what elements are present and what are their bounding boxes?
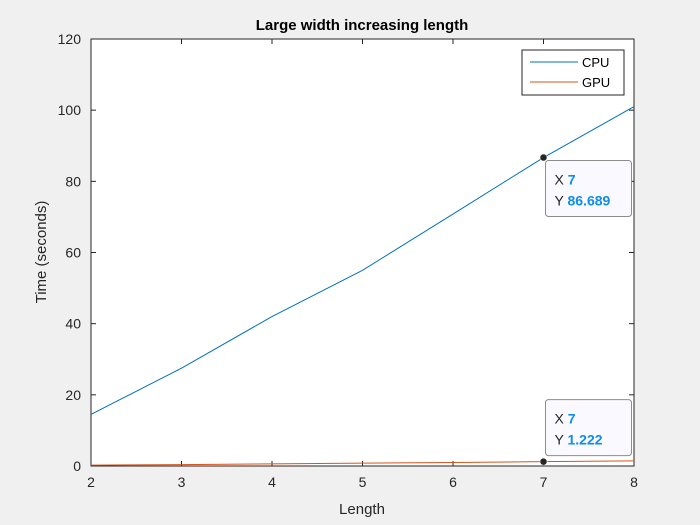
legend-label-gpu: GPU [582,75,610,90]
datatip-gpu[interactable]: X 7Y 1.222 [539,399,632,466]
y-tick-label: 20 [65,387,81,403]
datatip-box [545,399,632,457]
x-tick-label: 3 [178,474,186,490]
legend-box [521,49,625,96]
x-tick-label: 4 [268,474,276,490]
y-tick-label: 40 [65,316,81,332]
y-tick-label: 0 [73,458,81,474]
legend-label-cpu: CPU [582,55,609,70]
plot-area [90,38,635,467]
datatip-y-key: Y [555,193,568,209]
x-tick-label: 5 [359,474,367,490]
datatip-x-row: X 7 [555,172,576,188]
y-tick-label: 80 [65,173,81,189]
x-axis-label: Length [339,501,385,518]
datatip-x-key: X [555,172,568,188]
datatip-marker[interactable] [539,153,548,162]
datatip-x-value: 7 [568,172,576,188]
x-tick-label: 6 [449,474,457,490]
y-tick-label: 60 [65,245,81,261]
y-axis-label: Time (seconds) [33,201,50,304]
datatip-y-row: Y 1.222 [555,432,603,448]
x-tick-label: 8 [630,474,638,490]
datatip-y-row: Y 86.689 [555,193,611,209]
datatip-marker[interactable] [539,457,548,466]
chart-title: Large width increasing length [256,17,469,34]
datatip-x-row: X 7 [555,411,576,427]
datatip-box [545,160,632,218]
datatip-y-value: 1.222 [567,432,602,448]
y-tick-label: 120 [58,31,82,47]
datatip-cpu[interactable]: X 7Y 86.689 [539,153,632,218]
x-tick-label: 2 [87,474,95,490]
y-tick-label: 100 [58,102,82,118]
datatip-y-value: 86.689 [567,193,610,209]
datatip-x-value: 7 [568,411,576,427]
datatip-x-key: X [555,411,568,427]
datatip-y-key: Y [555,432,568,448]
x-tick-label: 7 [540,474,548,490]
